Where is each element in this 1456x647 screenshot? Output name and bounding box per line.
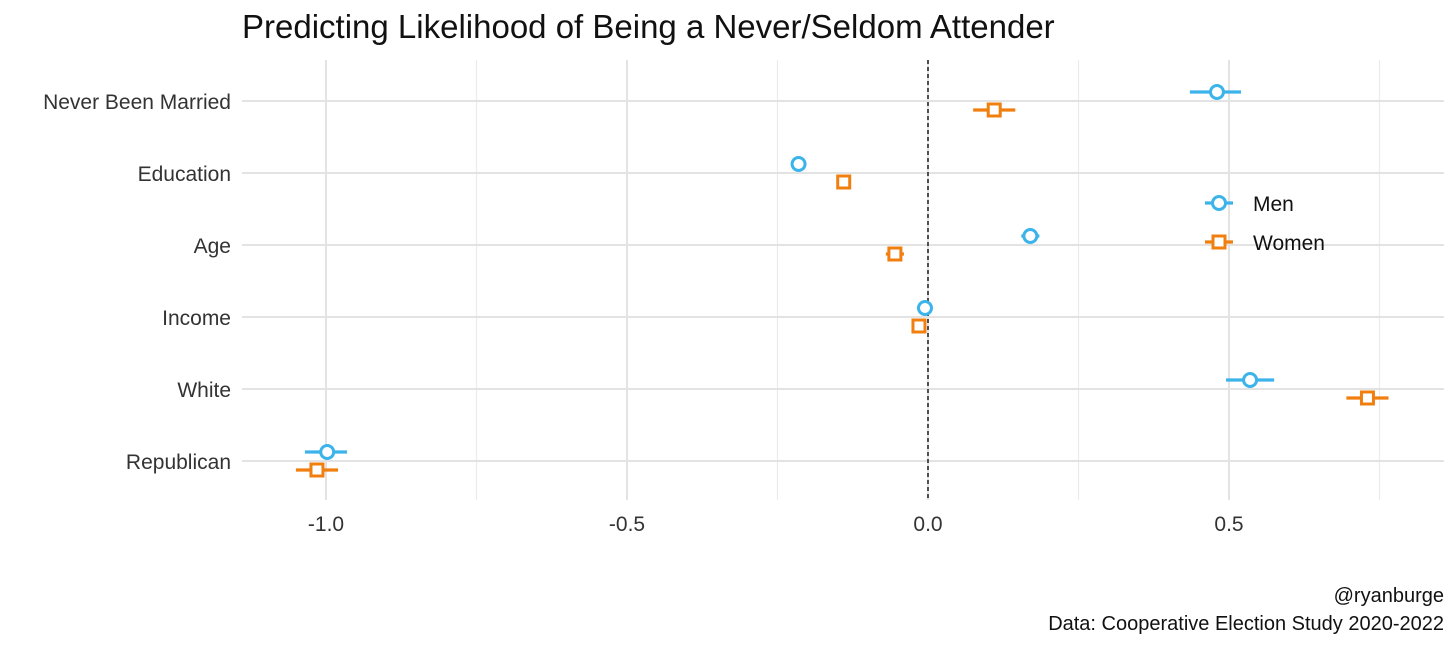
y-tick-labels: Never Been Married Education Age Income Whit… xyxy=(43,91,231,474)
y-tick-label-income: Income xyxy=(162,307,231,330)
data-marks xyxy=(295,84,1389,478)
caption-author: @ryanburge xyxy=(1334,585,1444,607)
point-women-education xyxy=(836,174,852,190)
x-tick-label: 0.0 xyxy=(913,513,942,536)
point-men-age xyxy=(1022,228,1039,244)
legend: Men Women xyxy=(1205,193,1325,255)
y-tick-label-republican: Republican xyxy=(126,451,231,474)
point-women-age xyxy=(887,246,903,262)
point-women-republican xyxy=(309,462,325,478)
grid xyxy=(242,60,1444,500)
y-tick-label-never-been-married: Never Been Married xyxy=(43,91,231,114)
point-men-republican xyxy=(319,444,336,460)
x-tick-label: -0.5 xyxy=(609,513,645,536)
legend-label-men: Men xyxy=(1253,193,1294,216)
x-tick-label: 0.5 xyxy=(1214,513,1243,536)
x-tick-label: -1.0 xyxy=(308,513,344,536)
point-men-never-been-married xyxy=(1208,84,1225,100)
point-men-education xyxy=(790,156,807,172)
y-tick-label-white: White xyxy=(177,379,231,402)
y-tick-label-age: Age xyxy=(194,235,231,258)
legend-key-men xyxy=(1211,195,1227,211)
point-men-income xyxy=(916,300,933,316)
point-women-never-been-married xyxy=(986,102,1002,118)
caption-source: Data: Cooperative Election Study 2020-20… xyxy=(1048,613,1444,635)
legend-label-women: Women xyxy=(1253,232,1325,255)
point-women-income xyxy=(911,318,927,334)
y-tick-label-education: Education xyxy=(138,163,231,186)
point-women-white xyxy=(1359,390,1375,406)
legend-key-women xyxy=(1211,234,1227,250)
x-tick-labels: -1.0 -0.5 0.0 0.5 xyxy=(308,513,1244,536)
chart-title: Predicting Likelihood of Being a Never/S… xyxy=(242,8,1055,45)
point-men-white xyxy=(1242,372,1259,388)
